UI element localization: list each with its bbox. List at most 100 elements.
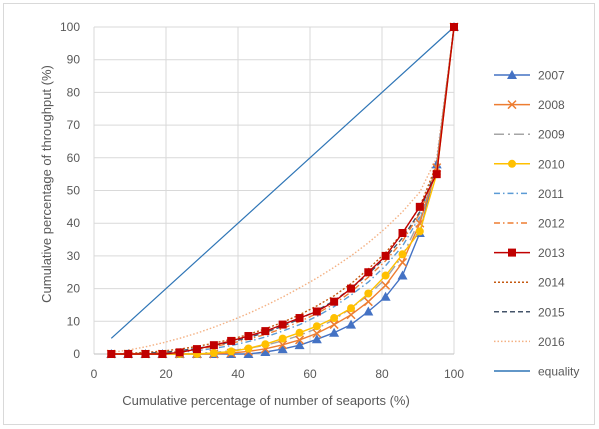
series-2015 [111,26,455,355]
data-point-2008 [346,310,356,320]
marker-stroke [397,257,408,267]
marker-stroke [346,310,356,320]
tick-labels: 0 10 20 30 40 50 60 70 80 90 100 0 20 40 60 80 100 [60,20,464,381]
data-point-2010 [227,347,236,356]
data-point-2007 [243,349,254,358]
legend-item-2013: 2013 [494,246,565,260]
legend-item-2014: 2014 [494,276,565,290]
legend: 2007 2008 2009 2010 2011 2012 2013 2014 2015 2016… [494,69,579,379]
data-point-2013 [141,350,150,358]
data-point-2007 [329,327,340,337]
marker-stroke [312,328,322,338]
data-point-2007 [397,270,408,280]
data-point-2008 [278,340,288,350]
data-point-2013 [192,345,201,354]
data-point-2013 [398,229,407,238]
x-tick-label: 60 [303,367,317,381]
data-point-2013 [209,341,218,350]
data-point-2010 [330,314,339,323]
x-axis-label: Cumulative percentage of number of seapo… [122,393,410,408]
data-point-2008 [363,297,373,307]
legend-marker [507,70,517,79]
legend-marker [508,159,516,168]
marker-stroke [278,340,288,350]
data-point-2008 [329,320,339,330]
legend-item-2016: 2016 [494,335,565,349]
data-point-2013 [244,332,253,341]
lorenz-chart: 0 10 20 30 40 50 60 70 80 90 100 0 20 40 60 80 100 Cumul… [39,20,579,408]
legend-label: 2008 [538,98,565,112]
data-point-2013 [295,314,304,323]
data-point-2007 [363,306,374,316]
y-tick-label: 100 [60,20,80,34]
data-point-2013 [278,320,287,329]
data-point-2013 [415,202,424,211]
legend-marker [508,248,516,257]
data-point-2013 [312,307,321,316]
data-point-2008 [312,328,322,338]
marker-stroke [507,100,517,110]
legend-label: 2015 [538,305,565,319]
legend-item-2010: 2010 [494,157,565,171]
legend-item-equality: equality [494,365,579,379]
data-point-2013 [330,297,339,306]
series-2016 [111,26,455,354]
y-tick-label: 20 [67,282,81,296]
data-point-2007 [294,340,305,350]
legend-label: 2011 [538,187,564,201]
data-point-2010 [381,271,390,280]
legend-label: 2010 [538,157,565,171]
series-line-2015 [111,26,455,355]
legend-label: 2007 [538,69,565,83]
data-point-2013 [432,170,441,179]
legend-label: 2013 [538,246,565,260]
legend-item-2009: 2009 [494,128,565,142]
data-point-2010 [312,322,321,331]
x-tick-label: 80 [375,367,389,381]
data-point-2013 [347,284,356,293]
data-point-2010 [398,250,407,259]
data-point-2013 [450,23,458,31]
data-point-2008 [295,335,305,345]
legend-label: 2009 [538,128,565,142]
y-tick-label: 40 [67,216,81,230]
legend-item-2012: 2012 [494,217,565,231]
x-tick-label: 40 [231,367,245,381]
series-layer [106,22,459,359]
data-point-2008 [381,280,391,290]
data-point-2013 [381,251,390,260]
data-point-2007 [380,291,391,301]
y-tick-label: 90 [67,53,81,67]
data-point-2010 [209,349,218,358]
data-point-2010 [244,344,253,353]
y-tick-label: 80 [67,85,81,99]
series-equality [110,26,455,339]
data-point-2013 [227,336,236,345]
legend-label: equality [538,365,579,379]
y-tick-label: 60 [67,151,81,165]
data-point-2010 [295,328,304,337]
marker-stroke [363,297,373,307]
data-point-2013 [175,348,184,357]
data-point-2013 [158,350,167,358]
data-point-2013 [107,350,116,358]
y-tick-label: 0 [73,347,80,361]
data-point-2010 [347,304,356,313]
data-point-2007 [277,344,288,354]
data-point-2013 [261,327,270,336]
marker-stroke [329,320,339,330]
series-line-2016 [111,26,455,354]
y-tick-label: 10 [67,314,81,328]
x-tick-label: 100 [444,367,464,381]
legend-label: 2014 [538,276,565,290]
legend-item-2008: 2008 [494,98,565,112]
x-tick-label: 20 [159,367,173,381]
legend-marker [507,100,517,110]
data-point-2007 [346,319,357,329]
legend-item-2007: 2007 [494,69,565,83]
legend-label: 2012 [538,217,565,231]
chart-frame: 0 10 20 30 40 50 60 70 80 90 100 0 20 40 60 80 100 Cumul… [3,3,595,425]
legend-item-2015: 2015 [494,305,565,319]
data-point-2007 [311,334,322,344]
data-point-2013 [124,350,133,358]
